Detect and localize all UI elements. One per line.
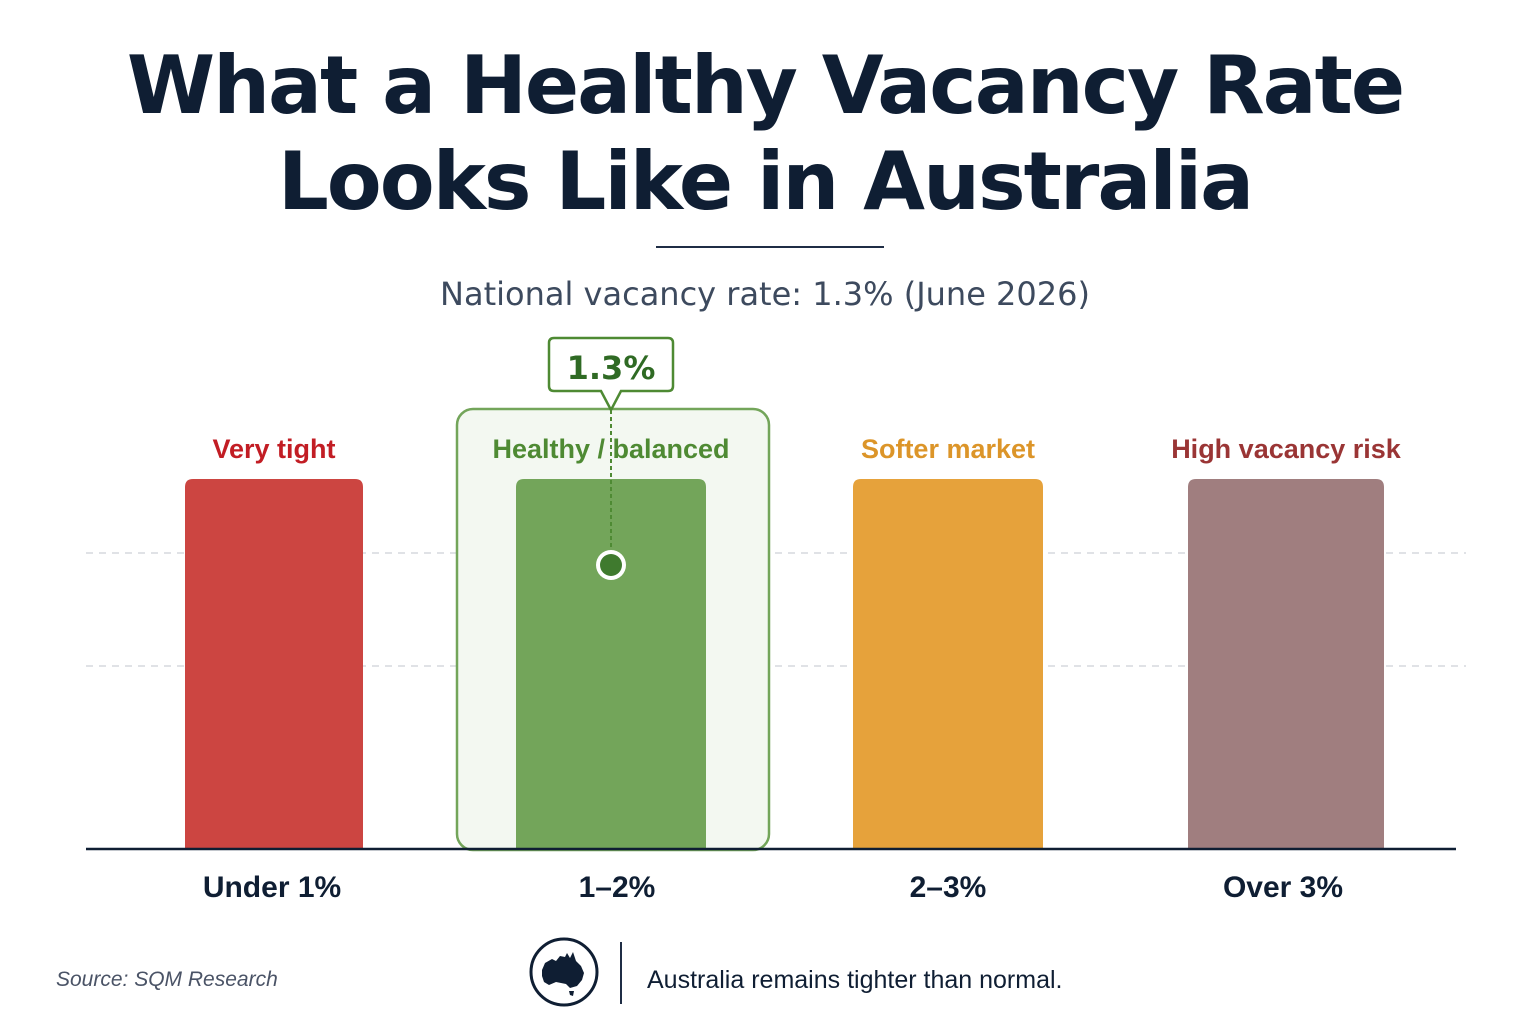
marker-value-label: 1.3% bbox=[567, 349, 656, 387]
band-label-4: High vacancy risk bbox=[1171, 434, 1402, 464]
source-note: Source: SQM Research bbox=[56, 968, 278, 991]
title-underline bbox=[656, 246, 884, 248]
tick-label-3: 2–3% bbox=[910, 871, 987, 904]
tick-label-2: 1–2% bbox=[579, 871, 656, 904]
bar-Under 1% bbox=[185, 479, 363, 849]
bar-Over 3% bbox=[1188, 479, 1384, 849]
bar-1–2% bbox=[516, 479, 706, 849]
band-label-1: Very tight bbox=[212, 434, 335, 464]
chart-subtitle: National vacancy rate: 1.3% (June 2026) bbox=[440, 275, 1090, 313]
marker-callout bbox=[547, 336, 675, 413]
chart-title: What a Healthy Vacancy Rate Looks Like i… bbox=[126, 39, 1405, 228]
tick-label-1: Under 1% bbox=[203, 871, 341, 904]
footer-divider bbox=[620, 942, 622, 1004]
tick-label-4: Over 3% bbox=[1223, 871, 1343, 904]
bar-2–3% bbox=[853, 479, 1043, 849]
australia-map-icon bbox=[529, 937, 599, 1007]
marker-dot bbox=[600, 554, 622, 576]
band-label-3: Softer market bbox=[861, 434, 1035, 464]
footer-note: Australia remains tighter than normal. bbox=[647, 966, 1063, 994]
